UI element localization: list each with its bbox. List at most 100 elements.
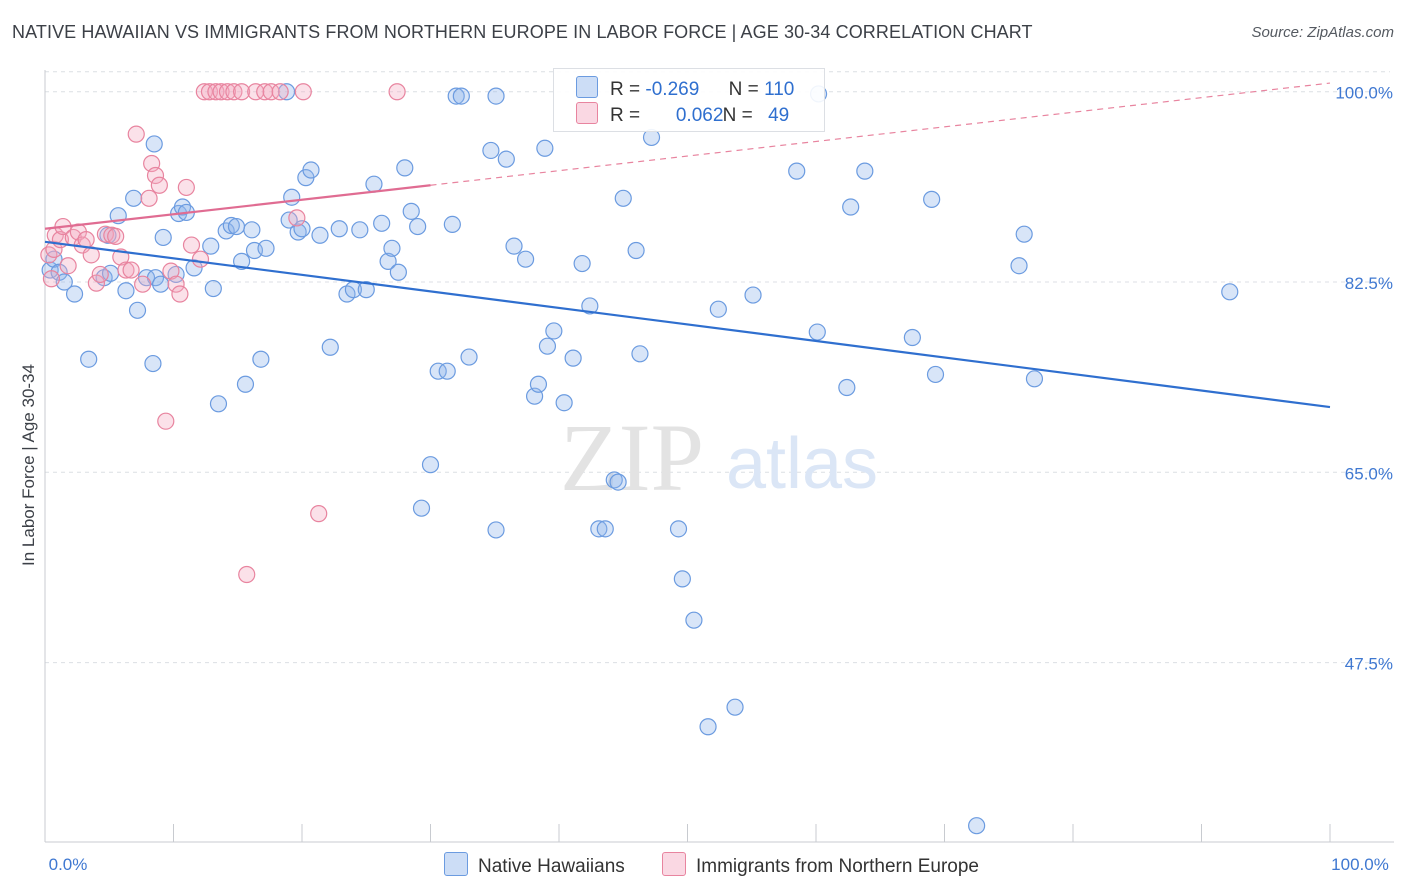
point-immigrants — [87, 274, 106, 292]
point-immigrants — [140, 189, 158, 207]
legend-r-value: 0.062 — [675, 105, 724, 126]
watermark-atlas: atlas — [726, 424, 878, 504]
point-native-hawaiians — [581, 297, 599, 315]
point-native-hawaiians — [145, 135, 163, 153]
point-native-hawaiians — [590, 520, 608, 538]
point-native-hawaiians — [627, 241, 645, 260]
point-native-hawaiians — [321, 338, 339, 356]
point-immigrants — [91, 265, 109, 284]
point-immigrants — [107, 227, 125, 245]
point-native-hawaiians — [202, 237, 220, 255]
axes — [44, 70, 1394, 843]
bottom-legend-native-hawaiians: Native Hawaiians — [444, 852, 625, 878]
point-native-hawaiians — [438, 362, 456, 380]
point-native-hawaiians — [236, 375, 255, 393]
point-native-hawaiians — [330, 220, 348, 238]
point-native-hawaiians — [302, 161, 320, 179]
point-native-hawaiians — [421, 456, 440, 474]
point-native-hawaiians — [154, 228, 172, 247]
point-native-hawaiians — [903, 328, 921, 347]
point-native-hawaiians — [357, 281, 375, 299]
y-tick-label: 65.0% — [1345, 464, 1393, 483]
point-native-hawaiians — [673, 570, 691, 588]
point-native-hawaiians — [452, 87, 470, 105]
point-native-hawaiians — [564, 349, 582, 367]
point-native-hawaiians — [233, 252, 251, 270]
point-immigrants — [122, 261, 140, 279]
point-native-hawaiians — [699, 718, 717, 736]
legend-r-label: R = — [610, 79, 641, 100]
point-native-hawaiians — [409, 217, 427, 236]
point-native-hawaiians — [152, 275, 170, 293]
point-native-hawaiians — [709, 300, 727, 318]
point-native-hawaiians — [516, 250, 535, 268]
point-native-hawaiians — [351, 221, 369, 239]
legend-n-value: 110 — [764, 79, 795, 100]
point-immigrants — [77, 231, 95, 249]
point-immigrants — [117, 261, 135, 279]
y-tick-label: 47.5% — [1345, 655, 1393, 674]
point-immigrants — [288, 209, 306, 227]
point-native-hawaiians — [117, 282, 135, 300]
bottom-legend-swatch-blue — [444, 852, 468, 876]
point-native-hawaiians — [1015, 225, 1033, 243]
y-tick-label: 100.0% — [1335, 84, 1393, 103]
point-native-hawaiians — [609, 473, 627, 491]
point-immigrants — [191, 250, 210, 268]
point-immigrants — [294, 83, 312, 101]
bottom-legend-label: Immigrants from Northern Europe — [696, 856, 979, 877]
legend-n-label: N = — [728, 79, 759, 100]
point-immigrants — [177, 178, 195, 197]
point-immigrants — [238, 565, 256, 584]
chart-title: NATIVE HAWAIIAN VS IMMIGRANTS FROM NORTH… — [12, 22, 1033, 42]
point-native-hawaiians — [243, 221, 261, 239]
point-native-hawaiians — [505, 237, 523, 255]
point-native-hawaiians — [283, 188, 301, 206]
point-native-hawaiians — [1010, 257, 1028, 275]
point-native-hawaiians — [1221, 283, 1239, 301]
point-native-hawaiians — [412, 499, 431, 517]
stats-legend: R = -0.269 N = 110 R = 0.062 N = 49 — [553, 68, 825, 132]
point-native-hawaiians — [55, 273, 73, 291]
point-native-hawaiians — [389, 263, 407, 281]
legend-r-label: R = — [610, 105, 641, 126]
point-native-hawaiians — [614, 189, 632, 207]
legend-r-value: -0.269 — [645, 79, 700, 100]
point-immigrants — [42, 270, 61, 288]
point-native-hawaiians — [926, 365, 945, 384]
point-immigrants — [45, 240, 63, 259]
point-native-hawaiians — [744, 286, 762, 304]
point-native-hawaiians — [538, 337, 557, 355]
trend-line-native-hawaiians — [44, 240, 1331, 409]
point-native-hawaiians — [447, 87, 465, 105]
point-native-hawaiians — [808, 323, 826, 341]
watermark-zip: ZIP — [560, 404, 704, 511]
point-native-hawaiians — [842, 198, 860, 216]
point-immigrants — [388, 83, 406, 101]
point-native-hawaiians — [596, 520, 614, 538]
legend-row-native-hawaiians: R = -0.269 N = 110 — [576, 76, 794, 101]
point-native-hawaiians — [257, 239, 275, 257]
point-native-hawaiians — [383, 239, 401, 257]
point-native-hawaiians — [379, 252, 397, 270]
point-immigrants — [127, 125, 145, 143]
point-native-hawaiians — [573, 254, 591, 273]
trend-line-immigrants-extension — [430, 82, 1331, 186]
point-immigrants — [59, 257, 77, 275]
legend-n-label: N = — [722, 105, 753, 126]
point-immigrants — [96, 225, 114, 243]
bottom-legend-immigrants: Immigrants from Northern Europe — [662, 852, 979, 878]
point-immigrants — [262, 83, 280, 101]
y-tick-label: 82.5% — [1345, 274, 1393, 293]
point-immigrants — [150, 176, 168, 194]
point-native-hawaiians — [402, 202, 420, 220]
point-immigrants — [182, 236, 201, 254]
point-immigrants — [218, 83, 237, 101]
point-native-hawaiians — [167, 265, 185, 284]
point-native-hawaiians — [227, 217, 246, 236]
point-immigrants — [212, 83, 230, 101]
legend-swatch-blue — [576, 76, 598, 98]
point-native-hawaiians — [396, 159, 414, 177]
point-native-hawaiians — [856, 162, 874, 180]
